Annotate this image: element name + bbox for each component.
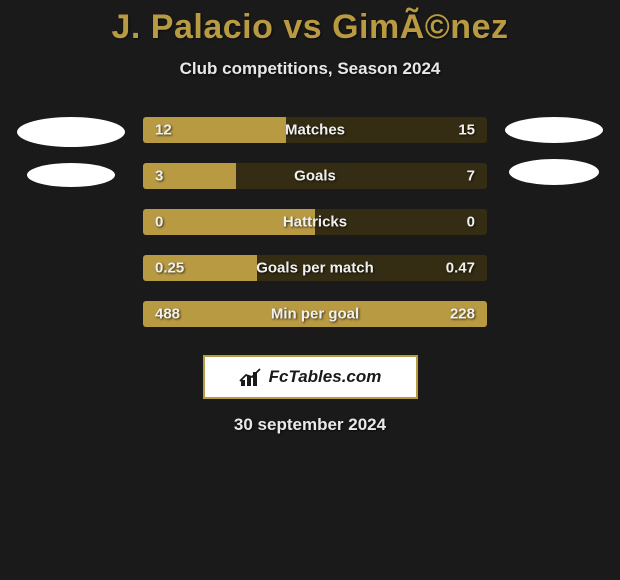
stat-bar-row: 12 Matches 15 bbox=[143, 117, 487, 143]
stat-bar-row: 3 Goals 7 bbox=[143, 163, 487, 189]
stat-right-value: 7 bbox=[467, 168, 475, 185]
stat-label: Hattricks bbox=[283, 214, 347, 231]
stat-right-value: 15 bbox=[458, 122, 475, 139]
right-player-col bbox=[505, 117, 603, 185]
page-title: J. Palacio vs GimÃ©nez bbox=[0, 8, 620, 47]
right-photo-placeholder-0 bbox=[505, 117, 603, 143]
source-badge-label: FcTables.com bbox=[269, 367, 382, 387]
stat-label: Matches bbox=[285, 122, 345, 139]
left-photo-placeholder-1 bbox=[27, 163, 115, 187]
stat-left-value: 12 bbox=[155, 122, 172, 139]
stat-left-value: 0.25 bbox=[155, 260, 184, 277]
left-player-col bbox=[17, 117, 125, 187]
stat-left-value: 0 bbox=[155, 214, 163, 231]
stat-bar-row: 0 Hattricks 0 bbox=[143, 209, 487, 235]
left-photo-placeholder-0 bbox=[17, 117, 125, 147]
right-photo-placeholder-1 bbox=[509, 159, 599, 185]
stat-bar-rest bbox=[236, 163, 487, 189]
source-badge[interactable]: FcTables.com bbox=[203, 355, 418, 399]
subtitle: Club competitions, Season 2024 bbox=[0, 59, 620, 79]
stat-label: Goals per match bbox=[256, 260, 374, 277]
stats-comparison-card: J. Palacio vs GimÃ©nez Club competitions… bbox=[0, 0, 620, 435]
date-line: 30 september 2024 bbox=[0, 415, 620, 435]
stat-left-value: 488 bbox=[155, 306, 180, 323]
stat-right-value: 0 bbox=[467, 214, 475, 231]
stat-bars: 12 Matches 15 3 Goals 7 0 Hattricks 0 0.25 Goals p… bbox=[143, 117, 487, 327]
stat-bar-row: 488 Min per goal 228 bbox=[143, 301, 487, 327]
stat-label: Min per goal bbox=[271, 306, 359, 323]
bar-chart-icon bbox=[239, 366, 263, 388]
stat-left-value: 3 bbox=[155, 168, 163, 185]
stat-right-value: 0.47 bbox=[446, 260, 475, 277]
stat-bar-row: 0.25 Goals per match 0.47 bbox=[143, 255, 487, 281]
stat-right-value: 228 bbox=[450, 306, 475, 323]
comparison-row: 12 Matches 15 3 Goals 7 0 Hattricks 0 0.25 Goals p… bbox=[0, 117, 620, 327]
stat-label: Goals bbox=[294, 168, 336, 185]
